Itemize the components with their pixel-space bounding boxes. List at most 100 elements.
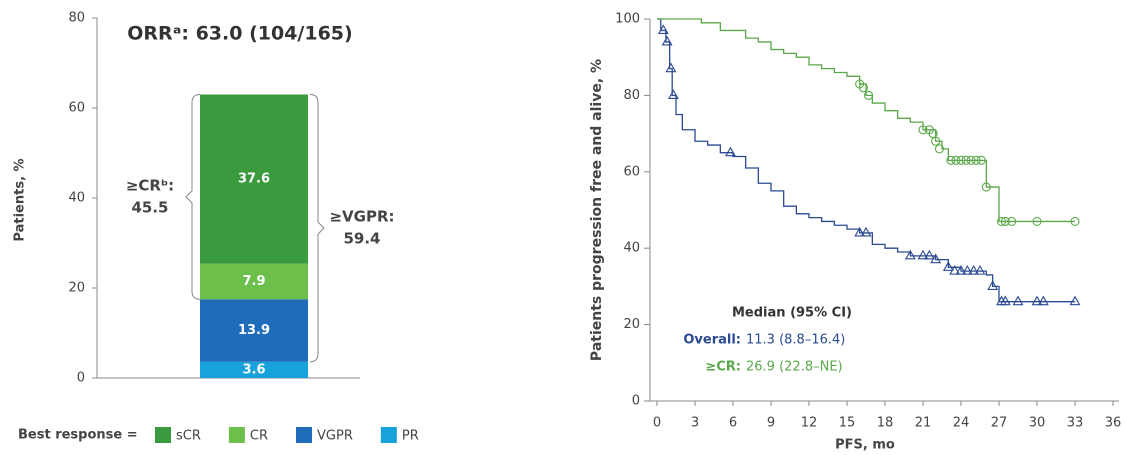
legend-label: CR (250, 429, 268, 444)
censor-mark (1070, 216, 1080, 227)
censor-mark (860, 226, 872, 237)
bracket (309, 94, 325, 363)
y-tick-label: 20 (68, 281, 85, 296)
annotation-value: 45.5 (131, 198, 168, 216)
censor-mark (1031, 295, 1043, 306)
annotation-label: ≥CRᵇ: (126, 176, 174, 194)
bracket (185, 94, 201, 300)
censor-mark (1069, 295, 1081, 306)
y-tick-label: 0 (632, 394, 640, 409)
median-title: Median (95% CI) (732, 306, 852, 321)
y-tick-label: 0 (77, 371, 85, 386)
survival-curve (657, 18, 1075, 303)
legend-label: ≥CR: (705, 360, 741, 375)
censor-mark (1012, 295, 1024, 306)
censor-mark (949, 264, 961, 275)
x-tick-label: 15 (839, 416, 856, 431)
censor-mark (854, 226, 866, 237)
censor-mark (976, 155, 986, 165)
censor-mark (931, 136, 941, 146)
censor-mark (996, 216, 1007, 227)
censor-mark (955, 264, 967, 275)
legend-swatch (228, 427, 245, 443)
censor-mark (981, 182, 991, 192)
censor-mark (974, 264, 986, 275)
data-label: 3.6 (242, 362, 265, 377)
censor-mark (971, 155, 981, 165)
y-tick-label: 60 (68, 101, 85, 116)
legend-label: Overall: (683, 333, 741, 348)
bar-segment (200, 299, 308, 362)
censor-mark (918, 125, 928, 135)
y-tick-label: 20 (623, 317, 640, 332)
x-tick-label: 0 (653, 416, 661, 431)
censor-mark (858, 83, 869, 93)
censor-mark (657, 24, 669, 35)
legend-label: VGPR (317, 429, 353, 444)
censor-mark (665, 62, 677, 73)
x-tick-label: 33 (1067, 416, 1084, 431)
y-tick-label: 40 (68, 191, 85, 206)
legend-label: sCR (176, 429, 201, 444)
legend-swatch (296, 427, 313, 443)
y-tick-label: 60 (623, 164, 640, 179)
x-tick-label: 18 (877, 416, 894, 431)
annotation-value: 59.4 (343, 230, 380, 248)
censor-mark (942, 261, 954, 271)
annotation-label: ≥VGPR: (329, 208, 394, 226)
censor-mark (725, 146, 736, 157)
censor-mark (987, 280, 999, 290)
y-tick-label: 40 (623, 241, 640, 256)
censor-mark (930, 253, 942, 264)
x-tick-label: 36 (1105, 416, 1122, 431)
censor-mark (961, 155, 971, 165)
x-tick-label: 3 (691, 416, 699, 431)
bar-segment (200, 263, 308, 300)
bar-segment (200, 94, 308, 264)
censor-mark (917, 249, 929, 260)
y-tick-label: 80 (68, 11, 85, 26)
censor-mark (923, 249, 935, 260)
censor-mark (1000, 216, 1010, 227)
data-label: 37.6 (238, 172, 270, 187)
x-tick-label: 24 (953, 416, 970, 431)
censor-mark (1037, 295, 1049, 306)
x-tick-label: 6 (729, 416, 737, 431)
data-label: 7.9 (242, 274, 265, 289)
x-tick-label: 27 (991, 416, 1008, 431)
y-axis-label: Patients progression free and alive, % (589, 59, 605, 361)
censor-mark (863, 90, 874, 100)
censor-mark (946, 155, 956, 165)
legend-swatch (380, 427, 397, 443)
chart-title: ORRᵃ: 63.0 (104/165) (127, 23, 352, 45)
censor-mark (951, 155, 961, 165)
y-tick-label: 100 (615, 12, 640, 27)
survival-curve (657, 18, 1075, 223)
legend-swatch (155, 427, 171, 443)
censor-mark (934, 144, 945, 154)
x-tick-label: 30 (1029, 416, 1046, 431)
x-axis-label: PFS, mo (835, 438, 895, 453)
x-tick-label: 21 (915, 416, 932, 431)
censor-mark (1032, 216, 1042, 227)
bar-segment (200, 361, 308, 378)
censor-mark (961, 264, 973, 275)
censor-mark (668, 89, 679, 99)
data-label: 13.9 (238, 323, 270, 338)
censor-mark (1007, 216, 1017, 227)
median-value: 11.3 (8.8–16.4) (746, 333, 845, 348)
legend-title: Best response = (18, 428, 138, 443)
x-tick-label: 9 (767, 416, 775, 431)
legend-label: PR (402, 429, 419, 444)
x-tick-label: 12 (801, 416, 818, 431)
censor-mark (999, 295, 1011, 306)
censor-mark (661, 35, 673, 46)
y-tick-label: 80 (623, 88, 640, 103)
censor-mark (968, 264, 980, 275)
censor-mark (966, 155, 976, 165)
censor-mark (956, 155, 966, 165)
y-axis-label: Patients, % (13, 158, 28, 241)
censor-mark (904, 249, 916, 260)
median-value: 26.9 (22.8–NE) (746, 360, 843, 375)
